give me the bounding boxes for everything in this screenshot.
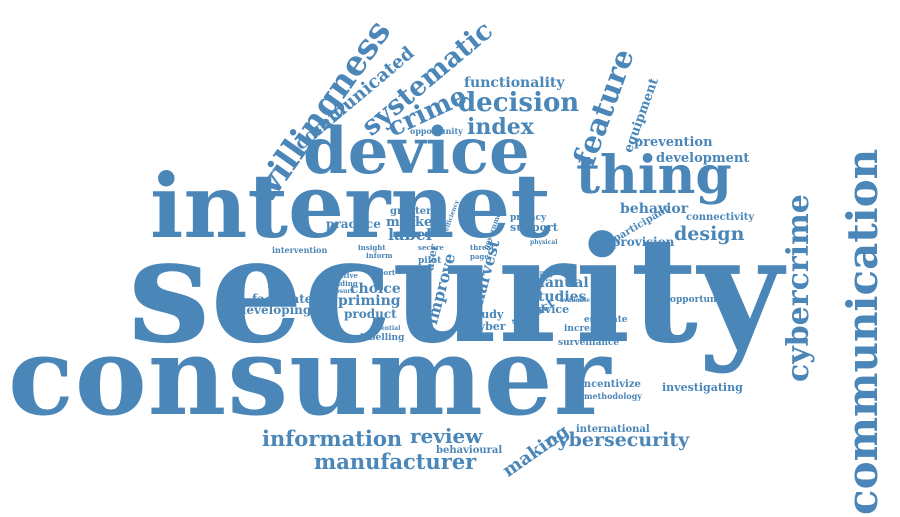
word-thing: thing	[576, 145, 732, 206]
word-prevention: prevention	[634, 135, 713, 150]
word-incentivize: incentivize	[580, 379, 641, 390]
word-surveillance: surveillance	[558, 338, 620, 348]
word-labelling: labelling	[360, 333, 405, 343]
word-support: support	[510, 221, 558, 234]
word-studies: studies	[530, 289, 587, 305]
word-development: development	[656, 151, 750, 166]
word-willing: willing	[530, 271, 553, 278]
word-study: study	[470, 308, 504, 321]
word-insight: insight	[358, 243, 386, 252]
word-index: index	[467, 114, 534, 140]
word-cyber: cyber	[472, 320, 506, 333]
word-behavior: behavior	[620, 201, 689, 217]
word-facilitated: facilitated	[252, 292, 321, 306]
word-security: security	[128, 205, 783, 376]
word-opportunities: opportunities	[670, 295, 739, 305]
word-consumer: consumer	[8, 314, 612, 440]
word-design: design	[674, 223, 745, 245]
word-available: available	[560, 297, 590, 304]
word-finding: finding	[330, 279, 358, 288]
word-internet: internet	[150, 154, 552, 258]
word-threat: threat	[470, 243, 495, 252]
word-functionality: functionality	[464, 75, 565, 91]
word-review: review	[410, 424, 483, 448]
word-label: label	[388, 225, 432, 244]
word-estimate: estimate	[584, 315, 628, 325]
word-choice: choice	[350, 281, 401, 297]
word-decision: decision	[458, 88, 580, 118]
word-methodology: methodology	[584, 391, 642, 401]
word-investigating: investigating	[662, 381, 743, 394]
word-practice: practice	[326, 217, 381, 231]
word-manual: manual	[530, 275, 589, 291]
word-advice: advice	[530, 303, 570, 316]
word-communication: communication	[838, 148, 887, 515]
word-greater: greater	[390, 206, 432, 217]
word-physical: physical	[530, 239, 558, 246]
word-international: international	[576, 424, 650, 435]
word-potential: potential	[370, 325, 401, 332]
word-provision: provision	[612, 235, 675, 249]
word-information: information	[262, 426, 403, 451]
word-behavioural: behavioural	[436, 445, 503, 456]
word-product: product	[344, 307, 397, 321]
word-export: export	[370, 268, 396, 277]
word-cybersecurity: cybersecurity	[546, 429, 690, 451]
word-increase: increase	[564, 324, 607, 334]
word-intervention: intervention	[272, 245, 328, 255]
word-secure: secure	[418, 243, 444, 252]
word-priming: priming	[338, 293, 401, 309]
word-opportunity: opportunity	[410, 126, 463, 136]
word-developing: developing	[238, 303, 312, 317]
word-exposure: exposure	[324, 288, 355, 295]
word-cybercrime: cybercrime	[781, 194, 816, 382]
word-manufacturer: manufacturer	[314, 449, 477, 474]
word-incentive: incentive	[322, 271, 358, 280]
word-device: device	[303, 114, 530, 189]
word-privacy: privacy	[510, 213, 547, 223]
word-pilot: pilot	[418, 256, 442, 266]
word-inform: inform	[366, 251, 393, 260]
word-page: page	[470, 252, 489, 261]
word-market: market	[386, 215, 439, 230]
word-connectivity: connectivity	[686, 212, 755, 223]
